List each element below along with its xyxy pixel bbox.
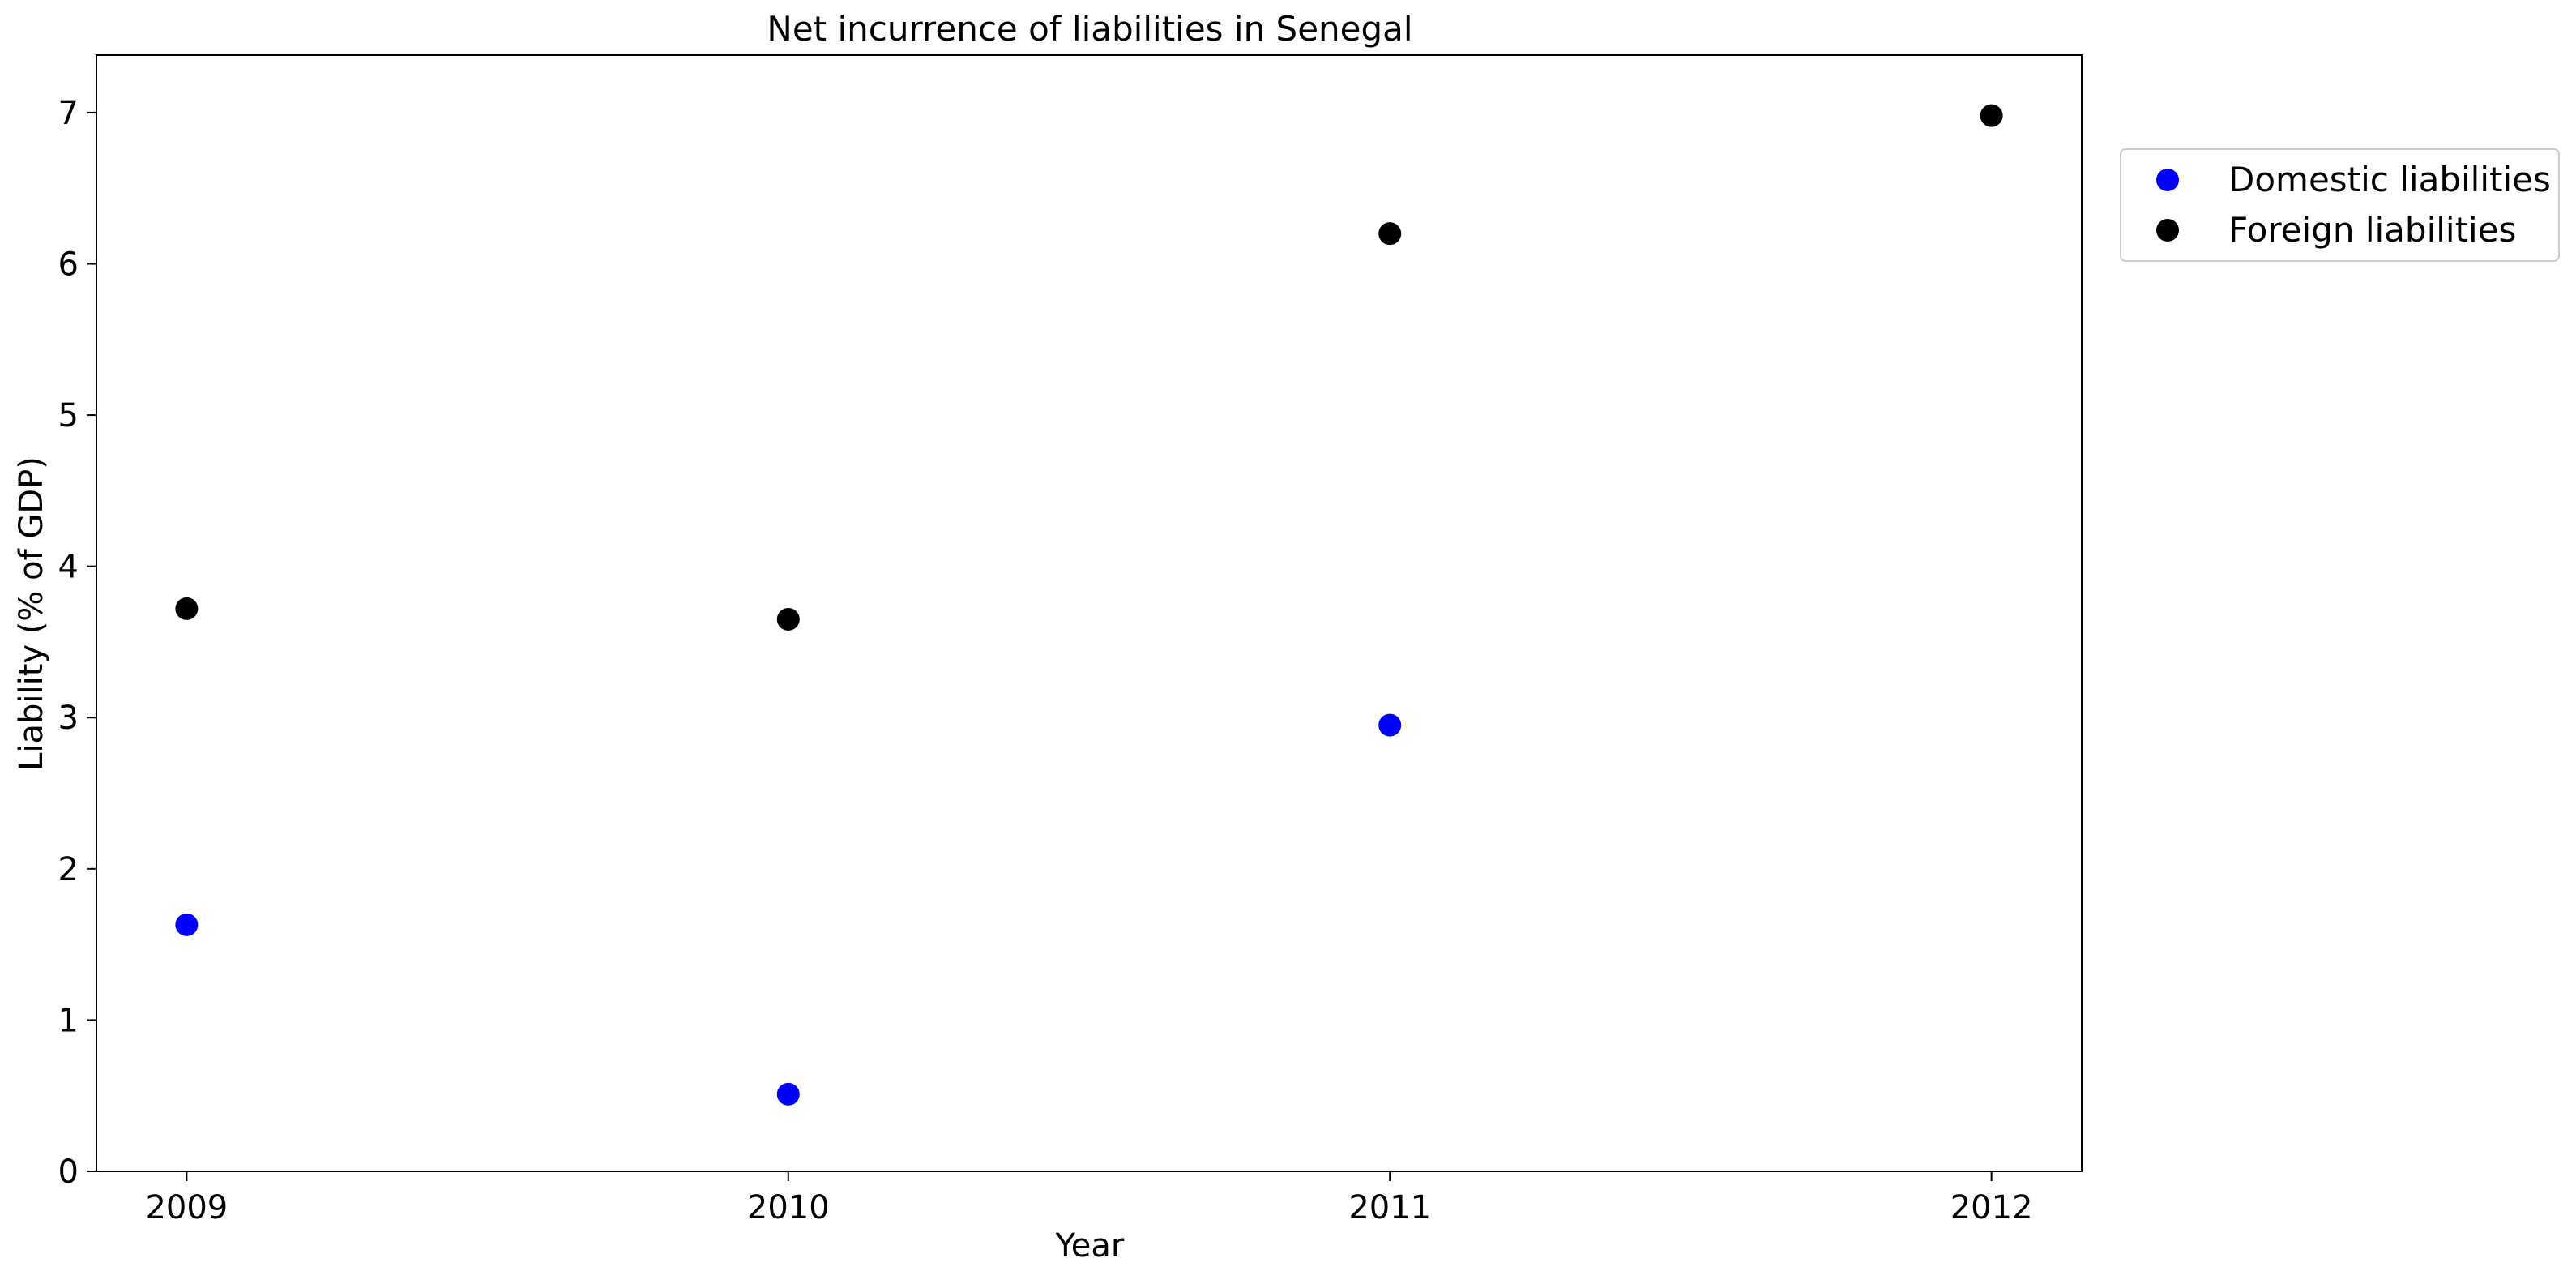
y-axis: 0 1 2 3 4 5 6 7 xyxy=(58,95,96,1191)
legend: Domestic liabilities Foreign liabilities xyxy=(2120,148,2560,262)
y-tick-label: 0 xyxy=(58,1153,79,1191)
y-tick-label: 2 xyxy=(58,851,79,888)
x-tick-label: 2012 xyxy=(1950,1189,2033,1226)
y-tick-label: 3 xyxy=(58,700,79,737)
point-domestic-2010 xyxy=(776,1082,800,1106)
data-points xyxy=(175,104,2003,1106)
y-tick-label: 4 xyxy=(58,549,79,586)
legend-marker-foreign xyxy=(2156,219,2179,242)
point-domestic-2011 xyxy=(1378,713,1402,737)
point-domestic-2009 xyxy=(175,913,199,936)
point-foreign-2010 xyxy=(776,607,800,631)
chart-title: Net incurrence of liabilities in Senegal xyxy=(767,9,1412,49)
y-axis-title: Liability (% of GDP) xyxy=(13,456,50,771)
plot-frame xyxy=(96,54,2083,1172)
point-foreign-2011 xyxy=(1378,222,1402,246)
y-tick-label: 7 xyxy=(58,95,79,132)
point-foreign-2009 xyxy=(175,597,199,620)
y-tick-label: 6 xyxy=(58,246,79,283)
plot-area: 2009 2010 2011 2012 0 1 2 3 4 5 6 7 xyxy=(58,54,2083,1226)
legend-frame xyxy=(2120,148,2560,262)
x-axis-title: Year xyxy=(1055,1227,1125,1265)
y-tick-label: 5 xyxy=(58,397,79,434)
x-axis: 2009 2010 2011 2012 xyxy=(145,1171,2033,1226)
y-tick-label: 1 xyxy=(58,1002,79,1039)
legend-label-foreign: Foreign liabilities xyxy=(2228,210,2516,250)
x-tick-label: 2010 xyxy=(747,1189,830,1226)
legend-label-domestic: Domestic liabilities xyxy=(2228,160,2551,199)
x-tick-label: 2011 xyxy=(1348,1189,1431,1226)
point-foreign-2012 xyxy=(1980,104,2003,127)
x-tick-label: 2009 xyxy=(145,1189,228,1226)
legend-marker-domestic xyxy=(2156,169,2179,191)
